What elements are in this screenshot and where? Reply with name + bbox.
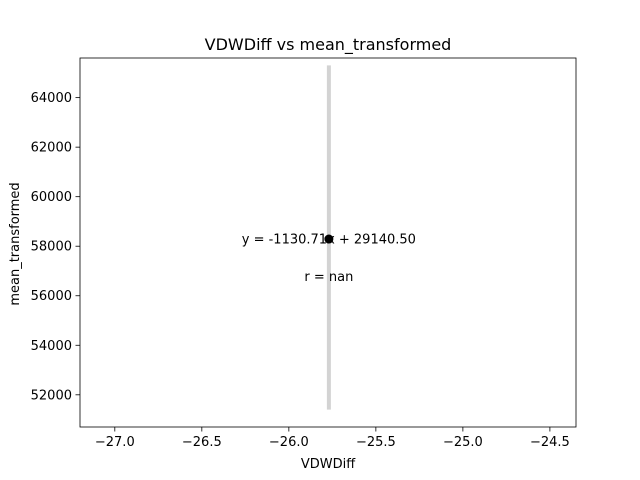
- y-tick-label: 58000: [31, 240, 72, 255]
- annotation-label: r = nan: [304, 270, 353, 285]
- x-tick-label: −26.5: [182, 435, 222, 450]
- y-tick-label: 64000: [31, 91, 72, 106]
- data-marks: y = -1130.71x + 29140.50 r = nan: [242, 65, 416, 410]
- y-axis-label: mean_transformed: [8, 182, 23, 305]
- y-axis: 52000 54000 56000 58000 60000 62000 64000: [31, 91, 80, 403]
- x-axis: −27.0 −26.5 −26.0 −25.5 −25.0 −24.5: [95, 427, 570, 450]
- y-tick-label: 60000: [31, 190, 72, 205]
- x-tick-label: −26.0: [269, 435, 309, 450]
- y-tick-label: 56000: [31, 289, 72, 304]
- data-point: [324, 234, 334, 244]
- x-tick-label: −24.5: [530, 435, 570, 450]
- plot-area: [79, 57, 577, 428]
- x-axis-label: VDWDiff: [301, 457, 356, 472]
- plot-frame: [79, 57, 577, 428]
- x-tick-label: −25.0: [443, 435, 483, 450]
- x-tick-label: −25.5: [356, 435, 396, 450]
- annotation-label: y = -1130.71x + 29140.50: [242, 233, 416, 248]
- y-tick-label: 52000: [31, 388, 72, 403]
- y-tick-label: 62000: [31, 141, 72, 156]
- x-tick-label: −27.0: [95, 435, 135, 450]
- y-tick-label: 54000: [31, 339, 72, 354]
- chart-title: VDWDiff vs mean_transformed: [205, 35, 452, 55]
